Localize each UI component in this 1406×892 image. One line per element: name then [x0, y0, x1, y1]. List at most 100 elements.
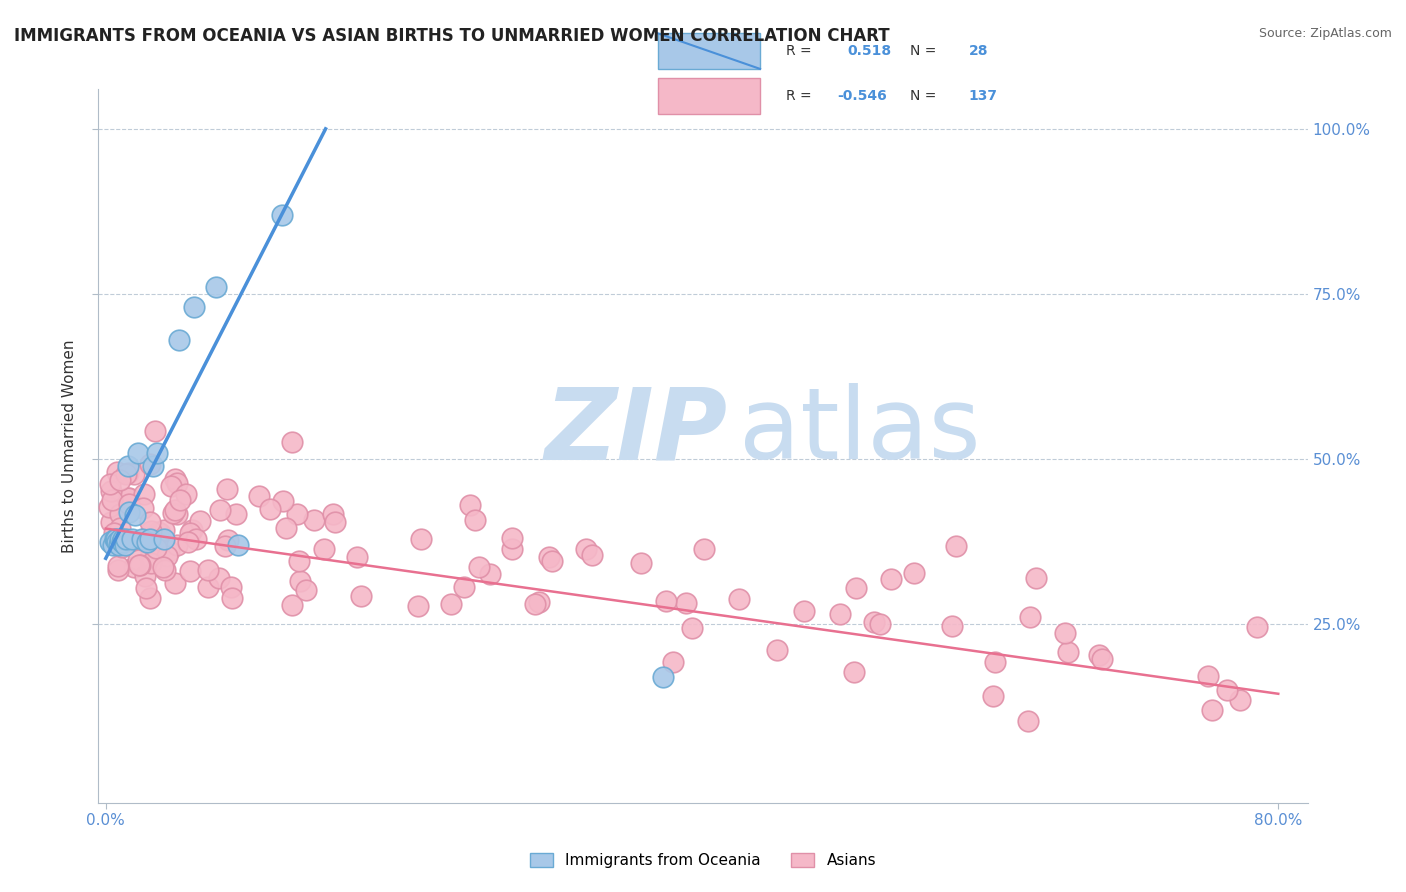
Point	[945, 539, 967, 553]
Point	[110, 473, 132, 487]
Text: Source: ZipAtlas.com: Source: ZipAtlas.com	[1258, 27, 1392, 40]
Point	[145, 541, 167, 555]
Point	[174, 487, 197, 501]
Point	[1057, 645, 1080, 659]
Point	[793, 603, 815, 617]
Point	[97, 500, 120, 514]
Point	[984, 655, 1007, 669]
Point	[110, 540, 132, 554]
Point	[169, 493, 191, 508]
Point	[179, 525, 201, 540]
Point	[247, 489, 270, 503]
Point	[139, 591, 162, 605]
Point	[110, 507, 132, 521]
Point	[100, 484, 122, 499]
Point	[221, 591, 243, 605]
Point	[1246, 620, 1268, 634]
Point	[108, 534, 131, 549]
Point	[271, 494, 294, 508]
Point	[135, 534, 157, 549]
Point	[118, 491, 141, 505]
Point	[1229, 693, 1251, 707]
Point	[98, 534, 121, 549]
Point	[941, 618, 963, 632]
Point	[217, 533, 239, 547]
Point	[464, 513, 486, 527]
Point	[117, 466, 139, 480]
Point	[107, 534, 129, 549]
Point	[1201, 703, 1223, 717]
Point	[104, 533, 127, 548]
Point	[281, 435, 304, 450]
Point	[406, 599, 429, 613]
Point	[1053, 626, 1076, 640]
Point	[110, 532, 132, 546]
Point	[112, 532, 135, 546]
Point	[529, 595, 551, 609]
Point	[214, 539, 236, 553]
Point	[290, 574, 312, 589]
Point	[152, 560, 174, 574]
Point	[346, 550, 368, 565]
Point	[118, 534, 141, 549]
Point	[156, 549, 179, 564]
Point	[869, 616, 891, 631]
Point	[302, 513, 325, 527]
Point	[501, 542, 523, 557]
Point	[128, 558, 150, 572]
Point	[146, 525, 169, 540]
Text: R =: R =	[786, 89, 811, 103]
Point	[215, 482, 238, 496]
Point	[294, 583, 316, 598]
Point	[1088, 648, 1111, 662]
Point	[1216, 683, 1239, 698]
Point	[117, 458, 139, 473]
Point	[110, 520, 132, 534]
Point	[440, 597, 463, 611]
Point	[208, 571, 231, 585]
Point	[183, 300, 205, 314]
Point	[1025, 571, 1047, 585]
Point	[285, 507, 308, 521]
Point	[162, 507, 184, 521]
Point	[111, 537, 134, 551]
Point	[270, 208, 292, 222]
Text: -0.546: -0.546	[837, 89, 887, 103]
Text: 0.518: 0.518	[848, 44, 891, 58]
Point	[111, 534, 134, 549]
Point	[903, 566, 925, 580]
Point	[139, 524, 162, 538]
Point	[204, 280, 226, 294]
Point	[131, 532, 153, 546]
Point	[103, 532, 125, 546]
Point	[103, 525, 125, 540]
Point	[844, 665, 866, 680]
Point	[453, 580, 475, 594]
Point	[681, 622, 703, 636]
Text: R =: R =	[786, 44, 811, 58]
Point	[121, 532, 143, 546]
Point	[122, 559, 145, 574]
Point	[167, 333, 190, 347]
Point	[537, 549, 560, 564]
Point	[107, 562, 129, 576]
Point	[460, 498, 482, 512]
Point	[225, 507, 247, 521]
Point	[114, 467, 136, 481]
Point	[350, 590, 373, 604]
Point	[127, 445, 149, 459]
Point	[134, 569, 156, 583]
Point	[146, 445, 169, 459]
Point	[105, 532, 128, 546]
Point	[101, 493, 124, 508]
Legend: Immigrants from Oceania, Asians: Immigrants from Oceania, Asians	[524, 847, 882, 874]
Text: IMMIGRANTS FROM OCEANIA VS ASIAN BIRTHS TO UNMARRIED WOMEN CORRELATION CHART: IMMIGRANTS FROM OCEANIA VS ASIAN BIRTHS …	[14, 27, 890, 45]
Text: N =: N =	[910, 89, 936, 103]
Point	[409, 532, 432, 546]
Point	[139, 550, 162, 565]
Point	[107, 559, 129, 574]
Point	[149, 526, 172, 541]
Point	[141, 556, 163, 570]
Bar	[658, 78, 761, 114]
Point	[139, 516, 162, 530]
